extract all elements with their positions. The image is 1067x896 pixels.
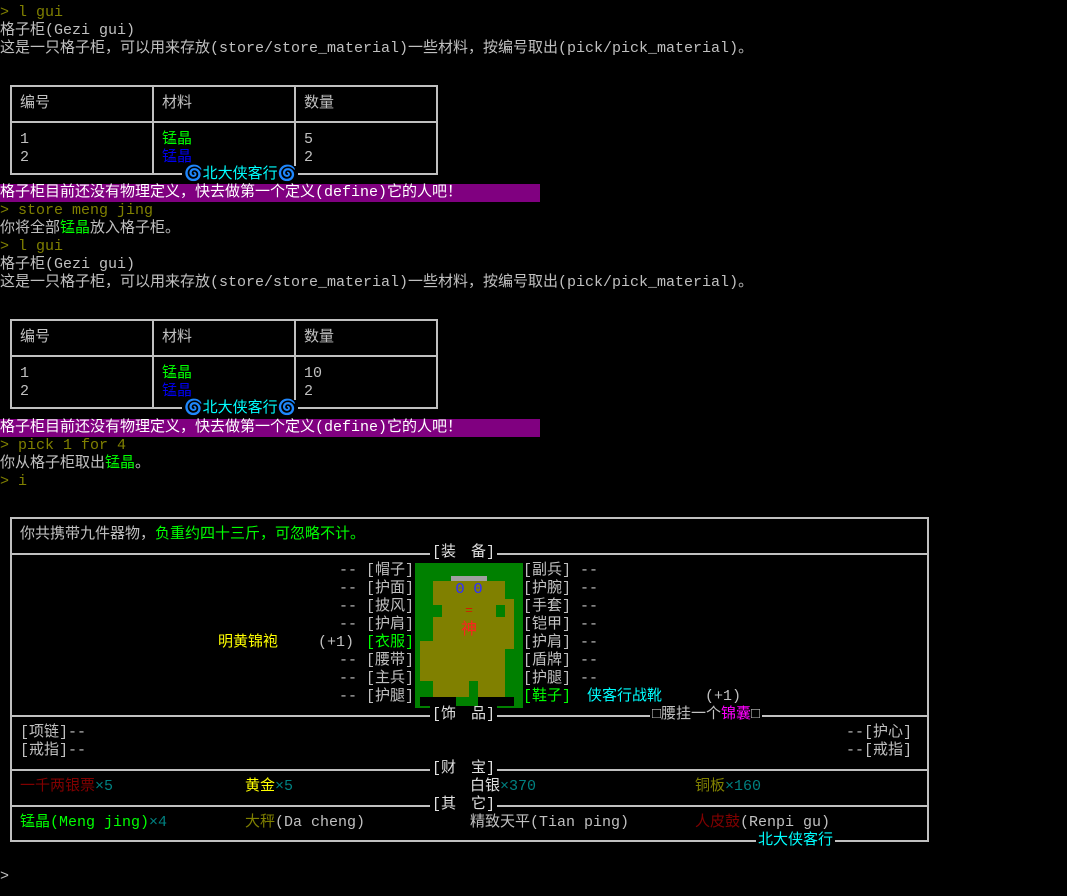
equip-slot-right: [护腕] --	[523, 580, 599, 597]
command-echo: > i	[0, 473, 28, 490]
header-qty: 数量	[294, 85, 438, 123]
equip-slot-right: [副兵] --	[523, 562, 599, 579]
pick-result: 你从格子柜取出锰晶。	[0, 455, 151, 472]
store-result: 你将全部锰晶放入格子柜。	[0, 220, 181, 237]
cell-material: 锰晶	[162, 131, 193, 148]
section-treasure: [财 宝]	[430, 760, 498, 778]
jewel-slot-necklace: [项链]--	[20, 724, 87, 741]
command-echo: > store meng jing	[0, 202, 154, 219]
equip-slot-left: -- [披风]	[338, 598, 414, 615]
jewel-slot-ring: [戒指]--	[20, 742, 87, 759]
equip-slot-left: [衣服]	[365, 634, 414, 651]
cell-id: 1	[20, 365, 30, 382]
command-echo: > l gui	[0, 238, 64, 255]
shoe-item: 侠客行战靴	[587, 688, 663, 705]
cell-id: 2	[20, 383, 30, 400]
treasure-item: 黄金×5	[245, 778, 294, 795]
table-footer-brand: 🌀北大侠客行🌀	[182, 166, 299, 184]
cloth-item: 明黄锦袍	[218, 634, 279, 651]
equip-slot-left: -- [帽子]	[338, 562, 414, 579]
equip-slot-left: -- [护腿]	[338, 688, 414, 705]
shoe-bonus: (+1)	[705, 688, 742, 705]
section-jewelry: [饰 品]	[430, 706, 498, 724]
header-material: 材料	[152, 319, 296, 357]
command-echo: > l gui	[0, 4, 64, 21]
equip-slot-right: [护腿] --	[523, 670, 599, 687]
treasure-item: 白银×370	[470, 778, 537, 795]
other-item: 人皮鼓(Renpi gu)	[695, 814, 831, 831]
jewel-slot-ring: --[戒指]	[846, 742, 913, 759]
header-id: 编号	[10, 85, 154, 123]
section-other: [其 它]	[430, 796, 498, 814]
no-definition-notice: 格子柜目前还没有物理定义，快去做第一个定义(define)它的人吧！	[0, 184, 540, 202]
header-qty: 数量	[294, 319, 438, 357]
cell-material: 锰晶	[162, 365, 193, 382]
equip-slot-right: [盾牌] --	[523, 652, 599, 669]
equip-slot-right: [铠甲] --	[523, 616, 599, 633]
figure-eyes: Θ Θ	[455, 581, 483, 598]
cell-material: 锰晶	[162, 383, 193, 400]
character-figure-icon: Θ Θ = 神	[415, 563, 523, 708]
equip-slot-right: [手套] --	[523, 598, 599, 615]
item-description: 这是一只格子柜，可以用来存放(store/store_material)一些材料…	[0, 274, 754, 291]
input-prompt[interactable]: >	[0, 868, 10, 885]
item-title: 格子柜(Gezi gui)	[0, 22, 136, 39]
other-item: 精致天平(Tian ping)	[470, 814, 630, 831]
equip-slot-right: [鞋子]	[523, 688, 572, 705]
cell-qty: 2	[304, 383, 314, 400]
cell-qty: 5	[304, 131, 314, 148]
equip-slot-left: -- [腰带]	[338, 652, 414, 669]
cell-id: 1	[20, 131, 30, 148]
equip-slot-left: -- [主兵]	[338, 670, 414, 687]
header-id: 编号	[10, 319, 154, 357]
item-description: 这是一只格子柜，可以用来存放(store/store_material)一些材料…	[0, 40, 754, 57]
equip-slot-left: -- [护肩]	[338, 616, 414, 633]
cell-material: 锰晶	[162, 149, 193, 166]
no-definition-notice: 格子柜目前还没有物理定义，快去做第一个定义(define)它的人吧！	[0, 419, 540, 437]
figure-character: 神	[460, 621, 477, 639]
section-equipment: [装 备]	[430, 544, 498, 562]
inventory-footer-brand: 北大侠客行	[756, 832, 836, 850]
inventory-summary: 你共携带九件器物，负重约四十三斤，可忽略不计。	[20, 526, 366, 543]
item-title: 格子柜(Gezi gui)	[0, 256, 136, 273]
figure-mouth: =	[442, 605, 496, 617]
cloth-bonus: (+1)	[318, 634, 355, 651]
treasure-item: 铜板×160	[695, 778, 762, 795]
waist-pouch: □腰挂一个锦囊□	[650, 706, 763, 724]
command-echo: > pick 1 for 4	[0, 437, 127, 454]
table-footer-brand: 🌀北大侠客行🌀	[182, 400, 299, 418]
other-item: 锰晶(Meng jing)×4	[20, 814, 168, 831]
jewel-slot-heartguard: --[护心]	[846, 724, 913, 741]
equip-slot-left: -- [护面]	[338, 580, 414, 597]
other-item: 大秤(Da cheng)	[245, 814, 366, 831]
treasure-item: 一千两银票×5	[20, 778, 114, 795]
cell-qty: 2	[304, 149, 314, 166]
equip-slot-right: [护肩] --	[523, 634, 599, 651]
cell-qty: 10	[304, 365, 323, 382]
cell-id: 2	[20, 149, 30, 166]
header-material: 材料	[152, 85, 296, 123]
